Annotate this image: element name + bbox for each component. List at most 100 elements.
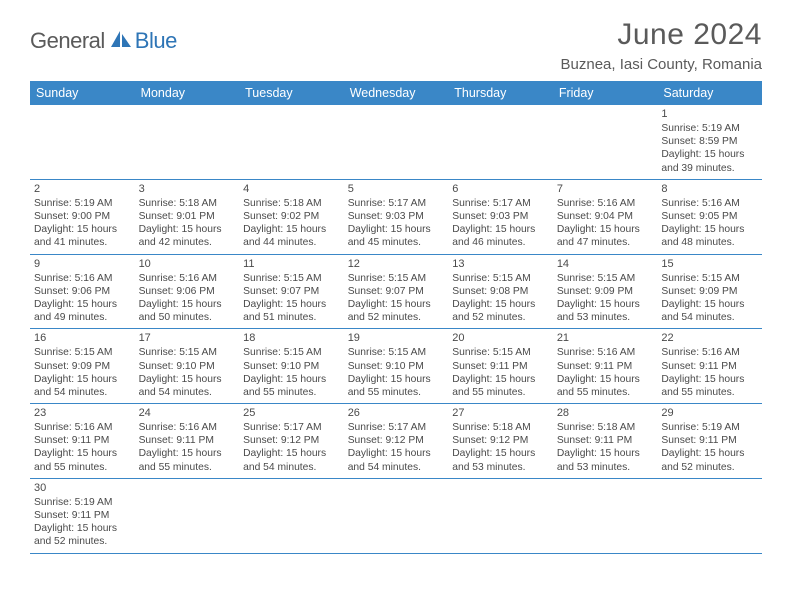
calendar-cell: 27Sunrise: 5:18 AMSunset: 9:12 PMDayligh… (448, 404, 553, 479)
day-info: Sunrise: 5:16 AMSunset: 9:05 PMDaylight:… (661, 197, 758, 250)
calendar-cell (30, 105, 135, 179)
calendar-row: 2Sunrise: 5:19 AMSunset: 9:00 PMDaylight… (30, 179, 762, 254)
day-number: 13 (452, 257, 549, 271)
day-info: Sunrise: 5:18 AMSunset: 9:01 PMDaylight:… (139, 197, 236, 250)
calendar-cell: 16Sunrise: 5:15 AMSunset: 9:09 PMDayligh… (30, 329, 135, 404)
day-number: 15 (661, 257, 758, 271)
day-number: 3 (139, 182, 236, 196)
calendar-cell: 12Sunrise: 5:15 AMSunset: 9:07 PMDayligh… (344, 254, 449, 329)
calendar-cell (344, 478, 449, 553)
day-number: 23 (34, 406, 131, 420)
calendar-row: 9Sunrise: 5:16 AMSunset: 9:06 PMDaylight… (30, 254, 762, 329)
brand-sail-icon (109, 29, 133, 54)
calendar-cell (239, 105, 344, 179)
day-info: Sunrise: 5:18 AMSunset: 9:11 PMDaylight:… (557, 421, 654, 474)
day-number: 14 (557, 257, 654, 271)
day-info: Sunrise: 5:16 AMSunset: 9:06 PMDaylight:… (139, 272, 236, 325)
calendar-cell: 4Sunrise: 5:18 AMSunset: 9:02 PMDaylight… (239, 179, 344, 254)
calendar-cell: 30Sunrise: 5:19 AMSunset: 9:11 PMDayligh… (30, 478, 135, 553)
calendar-cell: 13Sunrise: 5:15 AMSunset: 9:08 PMDayligh… (448, 254, 553, 329)
calendar-cell (553, 478, 658, 553)
location-label: Buznea, Iasi County, Romania (561, 56, 763, 73)
calendar-cell (448, 105, 553, 179)
calendar-cell: 25Sunrise: 5:17 AMSunset: 9:12 PMDayligh… (239, 404, 344, 479)
day-number: 22 (661, 331, 758, 345)
calendar-cell: 10Sunrise: 5:16 AMSunset: 9:06 PMDayligh… (135, 254, 240, 329)
day-info: Sunrise: 5:15 AMSunset: 9:09 PMDaylight:… (661, 272, 758, 325)
calendar-cell: 21Sunrise: 5:16 AMSunset: 9:11 PMDayligh… (553, 329, 658, 404)
day-number: 4 (243, 182, 340, 196)
calendar-cell: 6Sunrise: 5:17 AMSunset: 9:03 PMDaylight… (448, 179, 553, 254)
day-info: Sunrise: 5:16 AMSunset: 9:11 PMDaylight:… (139, 421, 236, 474)
day-info: Sunrise: 5:16 AMSunset: 9:11 PMDaylight:… (557, 346, 654, 399)
day-info: Sunrise: 5:15 AMSunset: 9:10 PMDaylight:… (348, 346, 445, 399)
day-number: 10 (139, 257, 236, 271)
calendar-cell (239, 478, 344, 553)
calendar-cell: 18Sunrise: 5:15 AMSunset: 9:10 PMDayligh… (239, 329, 344, 404)
day-info: Sunrise: 5:18 AMSunset: 9:02 PMDaylight:… (243, 197, 340, 250)
calendar-page: General Blue June 2024 Buznea, Iasi Coun… (0, 0, 792, 554)
day-info: Sunrise: 5:15 AMSunset: 9:10 PMDaylight:… (139, 346, 236, 399)
day-info: Sunrise: 5:15 AMSunset: 9:08 PMDaylight:… (452, 272, 549, 325)
calendar-cell (135, 478, 240, 553)
calendar-cell: 14Sunrise: 5:15 AMSunset: 9:09 PMDayligh… (553, 254, 658, 329)
day-info: Sunrise: 5:15 AMSunset: 9:09 PMDaylight:… (34, 346, 131, 399)
calendar-body: 1Sunrise: 5:19 AMSunset: 8:59 PMDaylight… (30, 105, 762, 553)
day-number: 27 (452, 406, 549, 420)
day-info: Sunrise: 5:15 AMSunset: 9:09 PMDaylight:… (557, 272, 654, 325)
day-number: 29 (661, 406, 758, 420)
calendar-cell: 1Sunrise: 5:19 AMSunset: 8:59 PMDaylight… (657, 105, 762, 179)
calendar-cell: 28Sunrise: 5:18 AMSunset: 9:11 PMDayligh… (553, 404, 658, 479)
day-info: Sunrise: 5:17 AMSunset: 9:12 PMDaylight:… (348, 421, 445, 474)
day-number: 9 (34, 257, 131, 271)
day-number: 7 (557, 182, 654, 196)
calendar-cell: 29Sunrise: 5:19 AMSunset: 9:11 PMDayligh… (657, 404, 762, 479)
day-info: Sunrise: 5:15 AMSunset: 9:10 PMDaylight:… (243, 346, 340, 399)
day-number: 30 (34, 481, 131, 495)
calendar-cell: 23Sunrise: 5:16 AMSunset: 9:11 PMDayligh… (30, 404, 135, 479)
day-info: Sunrise: 5:17 AMSunset: 9:03 PMDaylight:… (452, 197, 549, 250)
day-info: Sunrise: 5:16 AMSunset: 9:11 PMDaylight:… (34, 421, 131, 474)
day-info: Sunrise: 5:16 AMSunset: 9:06 PMDaylight:… (34, 272, 131, 325)
brand-text-1: General (30, 28, 105, 54)
day-number: 11 (243, 257, 340, 271)
calendar-cell: 2Sunrise: 5:19 AMSunset: 9:00 PMDaylight… (30, 179, 135, 254)
calendar-cell: 20Sunrise: 5:15 AMSunset: 9:11 PMDayligh… (448, 329, 553, 404)
calendar-cell: 19Sunrise: 5:15 AMSunset: 9:10 PMDayligh… (344, 329, 449, 404)
day-number: 8 (661, 182, 758, 196)
title-block: June 2024 Buznea, Iasi County, Romania (561, 18, 763, 73)
calendar-row: 1Sunrise: 5:19 AMSunset: 8:59 PMDaylight… (30, 105, 762, 179)
calendar-cell: 7Sunrise: 5:16 AMSunset: 9:04 PMDaylight… (553, 179, 658, 254)
day-info: Sunrise: 5:19 AMSunset: 9:11 PMDaylight:… (661, 421, 758, 474)
day-number: 20 (452, 331, 549, 345)
weekday-header: Friday (553, 81, 658, 105)
calendar-cell (657, 478, 762, 553)
day-info: Sunrise: 5:16 AMSunset: 9:04 PMDaylight:… (557, 197, 654, 250)
month-title: June 2024 (561, 18, 763, 52)
day-info: Sunrise: 5:19 AMSunset: 9:11 PMDaylight:… (34, 496, 131, 549)
calendar-row: 16Sunrise: 5:15 AMSunset: 9:09 PMDayligh… (30, 329, 762, 404)
day-number: 1 (661, 107, 758, 121)
day-info: Sunrise: 5:15 AMSunset: 9:07 PMDaylight:… (243, 272, 340, 325)
day-info: Sunrise: 5:16 AMSunset: 9:11 PMDaylight:… (661, 346, 758, 399)
calendar-cell: 24Sunrise: 5:16 AMSunset: 9:11 PMDayligh… (135, 404, 240, 479)
weekday-header: Monday (135, 81, 240, 105)
day-info: Sunrise: 5:17 AMSunset: 9:03 PMDaylight:… (348, 197, 445, 250)
day-number: 17 (139, 331, 236, 345)
weekday-header: Wednesday (344, 81, 449, 105)
calendar-cell (135, 105, 240, 179)
calendar-cell: 17Sunrise: 5:15 AMSunset: 9:10 PMDayligh… (135, 329, 240, 404)
day-info: Sunrise: 5:15 AMSunset: 9:11 PMDaylight:… (452, 346, 549, 399)
day-number: 28 (557, 406, 654, 420)
brand-logo: General Blue (30, 28, 177, 54)
day-info: Sunrise: 5:18 AMSunset: 9:12 PMDaylight:… (452, 421, 549, 474)
day-number: 19 (348, 331, 445, 345)
calendar-table: Sunday Monday Tuesday Wednesday Thursday… (30, 81, 762, 554)
brand-text-2: Blue (135, 28, 177, 54)
day-number: 5 (348, 182, 445, 196)
calendar-row: 23Sunrise: 5:16 AMSunset: 9:11 PMDayligh… (30, 404, 762, 479)
day-number: 26 (348, 406, 445, 420)
calendar-cell: 11Sunrise: 5:15 AMSunset: 9:07 PMDayligh… (239, 254, 344, 329)
header: General Blue June 2024 Buznea, Iasi Coun… (30, 18, 762, 73)
day-info: Sunrise: 5:17 AMSunset: 9:12 PMDaylight:… (243, 421, 340, 474)
